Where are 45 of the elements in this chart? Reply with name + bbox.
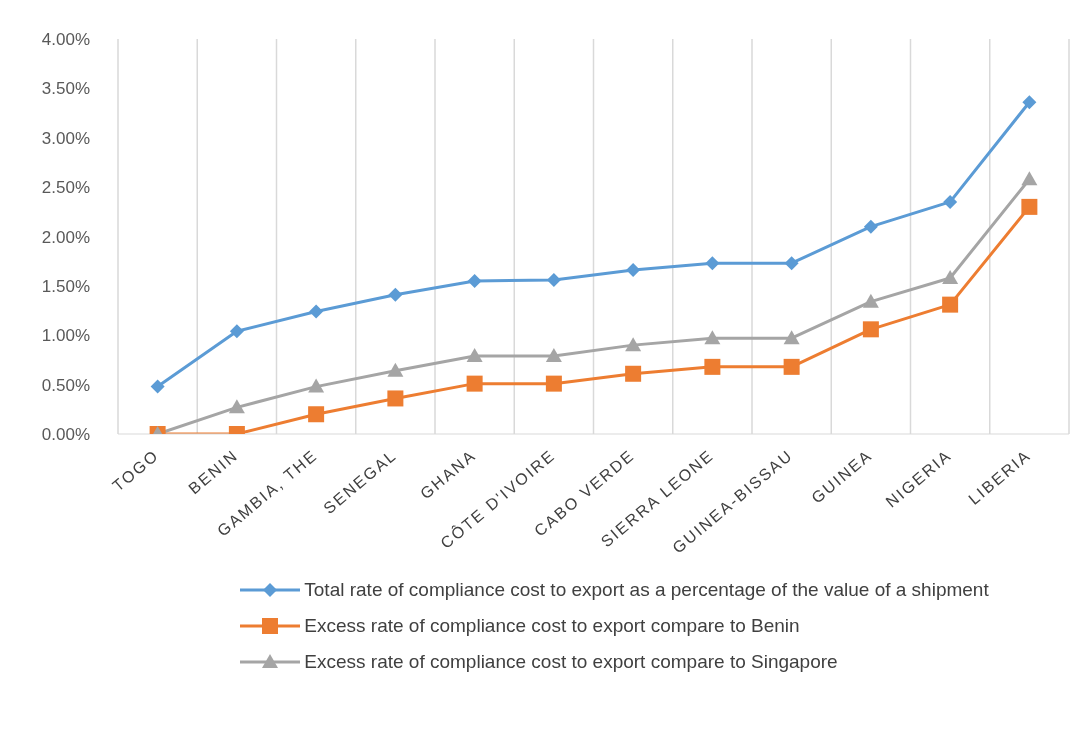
point xyxy=(625,365,642,382)
point xyxy=(862,321,879,338)
point xyxy=(705,256,720,271)
y-tick-label: 1.00% xyxy=(41,326,90,346)
point xyxy=(466,375,483,392)
point xyxy=(1022,95,1037,110)
point xyxy=(309,304,324,319)
point xyxy=(862,293,879,308)
point xyxy=(546,272,561,287)
y-tick-label: 2.00% xyxy=(41,227,90,247)
point xyxy=(783,358,800,375)
y-tick-label: 0.00% xyxy=(41,425,90,445)
point xyxy=(229,324,244,339)
point xyxy=(704,330,721,345)
point xyxy=(467,273,482,288)
point xyxy=(863,219,878,234)
legend-label: Excess rate of compliance cost to export compare to Benin xyxy=(304,615,800,637)
point xyxy=(704,358,721,375)
point xyxy=(625,337,642,352)
point xyxy=(387,362,404,377)
legend-label: Excess rate of compliance cost to export compare to Singapore xyxy=(304,651,838,673)
y-tick-label: 3.50% xyxy=(41,79,90,99)
y-tick-label: 2.50% xyxy=(41,178,90,198)
point xyxy=(308,378,325,393)
point xyxy=(784,256,799,271)
point xyxy=(783,330,800,345)
point xyxy=(545,347,562,362)
y-tick-label: 1.50% xyxy=(41,276,90,296)
point xyxy=(466,347,483,362)
point xyxy=(150,379,165,394)
point xyxy=(942,269,959,284)
y-tick-label: 3.00% xyxy=(41,128,90,148)
point xyxy=(308,406,325,423)
point xyxy=(545,375,562,392)
point xyxy=(626,263,641,278)
point xyxy=(942,296,959,313)
point xyxy=(228,399,245,414)
point xyxy=(1021,198,1038,215)
point xyxy=(943,194,958,209)
point xyxy=(388,287,403,302)
y-tick-label: 4.00% xyxy=(41,30,90,50)
legend-label: Total rate of compliance cost to export as a percentage of the value of a shipment xyxy=(304,579,989,601)
point xyxy=(387,390,404,407)
point xyxy=(1021,171,1038,186)
y-tick-label: 0.50% xyxy=(41,375,90,395)
